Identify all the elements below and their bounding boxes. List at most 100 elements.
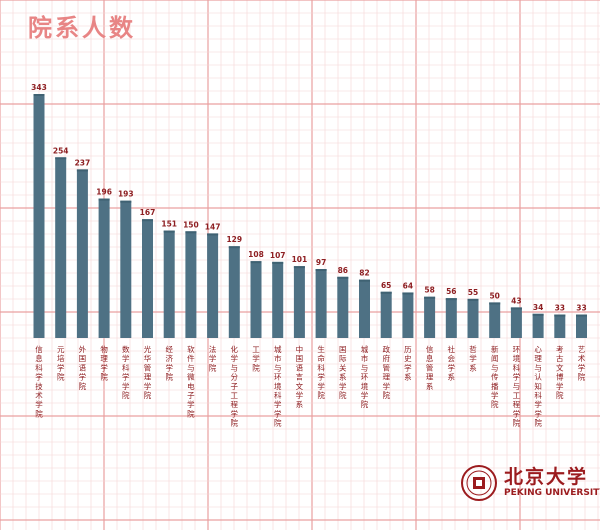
data-label: 34: [533, 303, 543, 312]
category-label: 政府管理学院: [382, 344, 390, 400]
data-label: 129: [226, 235, 242, 244]
data-label: 82: [359, 269, 369, 278]
bar-cap: [576, 314, 587, 317]
data-label: 33: [576, 304, 586, 313]
category-label: 艺术学院: [578, 345, 586, 382]
bar: [402, 292, 414, 338]
bar: [337, 276, 349, 338]
data-label: 58: [424, 286, 434, 295]
bar: [142, 219, 153, 338]
bar: [293, 266, 305, 338]
category-label: 光华管理学院: [144, 344, 152, 400]
category-label: 社会学系: [448, 344, 456, 382]
bar: [76, 169, 88, 338]
bar: [576, 314, 587, 338]
data-label: 50: [489, 291, 499, 300]
bar-cap: [163, 230, 175, 233]
bar-cap: [424, 296, 436, 299]
data-label: 55: [468, 288, 478, 297]
bar-cap: [228, 246, 240, 249]
bar-cap: [207, 233, 219, 236]
category-label: 国际关系学院: [339, 345, 347, 400]
category-label: 心理与认知科学学院: [534, 345, 542, 428]
category-label: 历史学系: [404, 345, 412, 382]
data-label: 343: [31, 83, 47, 92]
bar: [33, 94, 45, 338]
chart-title: 院系人数: [28, 14, 136, 42]
bar: [359, 279, 370, 338]
bar: [532, 313, 544, 338]
bar-cap: [380, 291, 392, 294]
category-label: 物理学院: [100, 344, 108, 382]
bar-cap: [185, 231, 197, 234]
category-label: 环境科学与工程学院: [513, 345, 521, 428]
bar-cap: [445, 298, 457, 301]
bar: [445, 298, 457, 338]
bar: [185, 231, 197, 338]
category-label: 城市与环境学院: [361, 345, 369, 409]
category-label: 软件与微电子学院: [187, 344, 195, 418]
bar-cap: [337, 276, 349, 279]
data-label: 151: [161, 220, 177, 229]
data-label: 196: [96, 188, 112, 197]
category-label: 化学与分子工程学院: [231, 344, 239, 428]
data-label: 64: [403, 281, 413, 290]
data-label: 86: [338, 266, 348, 275]
data-label: 33: [555, 304, 565, 313]
bar-cap: [402, 292, 414, 295]
bar: [467, 298, 479, 338]
data-label: 193: [118, 190, 134, 199]
data-label: 237: [75, 158, 91, 167]
bar: [55, 157, 67, 338]
data-label: 107: [270, 251, 286, 260]
bar-cap: [467, 298, 479, 301]
category-label: 数学科学学院: [122, 344, 130, 400]
bar-cap: [98, 198, 110, 201]
bar-cap: [554, 314, 566, 317]
data-label: 97: [316, 258, 326, 267]
bar: [489, 302, 501, 338]
bar-cap: [293, 266, 305, 269]
category-label: 考古文博学院: [556, 345, 564, 400]
bar: [424, 296, 436, 338]
category-label: 中国语言文学系: [296, 344, 304, 409]
bar: [510, 307, 522, 338]
bar: [380, 291, 392, 338]
data-label: 167: [140, 208, 156, 217]
bar-cap: [33, 94, 45, 96]
category-label: 法学院: [209, 344, 217, 372]
category-label: 信息管理系: [426, 344, 434, 391]
university-seal-icon: [461, 465, 497, 501]
category-label: 信息科学技术学院: [35, 344, 43, 418]
bar-cap: [272, 261, 284, 264]
category-label: 哲学系: [469, 345, 477, 372]
bar-cap: [510, 307, 522, 310]
data-label: 108: [248, 250, 264, 259]
data-label: 150: [183, 220, 199, 229]
bar: [207, 233, 219, 338]
category-label: 元培学院: [57, 345, 65, 382]
bar: [163, 230, 175, 338]
bar: [272, 261, 284, 338]
category-label: 工学院: [252, 345, 260, 372]
bar: [98, 198, 110, 338]
bar: [315, 268, 327, 338]
bar-cap: [120, 200, 132, 203]
bar-cap: [142, 219, 153, 222]
university-logo: 北京大学 PEKING UNIVERSITY: [460, 464, 600, 504]
data-label: 65: [381, 281, 391, 290]
data-label: 254: [53, 146, 69, 155]
bar: [120, 200, 132, 338]
bar-cap: [76, 169, 88, 172]
category-label: 新闻与传播学院: [491, 344, 499, 409]
category-label: 外国语学院: [79, 344, 87, 391]
bar-cap: [315, 268, 327, 271]
category-label: 生命科学学院: [317, 344, 325, 400]
bar-cap: [250, 261, 262, 264]
bar-cap: [489, 302, 501, 305]
university-name-cn: 北京大学: [504, 466, 589, 488]
data-label: 56: [446, 287, 456, 296]
bar: [228, 246, 240, 338]
bar-cap: [55, 157, 67, 160]
